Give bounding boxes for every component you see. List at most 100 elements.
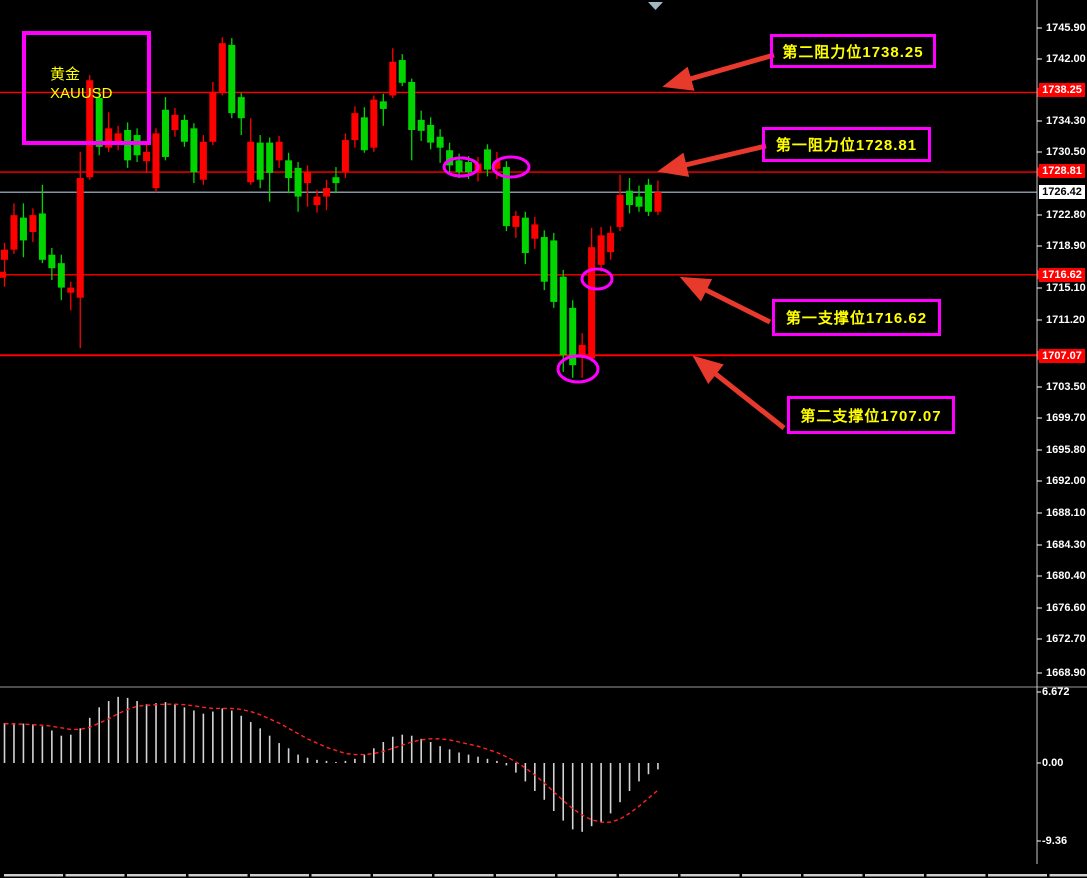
time-axis-segment[interactable] (188, 874, 248, 877)
candle-body (228, 44, 236, 114)
scroll-marker-icon[interactable] (648, 2, 663, 10)
candle-body (626, 190, 634, 206)
candle-body (114, 133, 122, 143)
price-axis-label: 1715.10 (1046, 282, 1086, 294)
highlight-ellipse[interactable] (580, 267, 614, 291)
annotation-resistance-1[interactable]: 第一阻力位1728.81 (762, 127, 931, 162)
candle-body (607, 232, 615, 253)
annotation-arrow-3[interactable] (692, 355, 786, 430)
time-axis-segment[interactable] (127, 874, 186, 877)
time-axis-segment[interactable] (680, 874, 740, 877)
candle-body (483, 149, 491, 170)
candle-body (285, 160, 293, 179)
time-axis-segment[interactable] (311, 874, 371, 877)
annotation-arrow-1[interactable] (657, 143, 767, 177)
candle-body (351, 113, 359, 141)
annotation-support-2[interactable]: 第二支撑位1707.07 (787, 396, 955, 434)
candle-body (502, 167, 510, 227)
time-axis-segment[interactable] (865, 874, 924, 877)
annotation-resistance-2[interactable]: 第二阻力位1738.25 (770, 34, 936, 68)
price-axis-label: 1680.40 (1046, 570, 1086, 582)
time-axis-segment[interactable] (926, 874, 986, 877)
candle-body (48, 254, 56, 269)
candle-body (294, 167, 302, 197)
candle-body (67, 287, 75, 293)
candle-body (408, 81, 416, 130)
annotation-arrow-2[interactable] (679, 276, 772, 325)
candle-body (209, 92, 217, 142)
candle-body (143, 151, 151, 162)
time-axis-segment[interactable] (65, 874, 125, 877)
candle-body (417, 119, 425, 131)
highlight-ellipse[interactable] (556, 354, 600, 384)
candle-body (597, 235, 605, 265)
candle-body (493, 161, 501, 169)
indicator-axis-label: -9.36 (1042, 835, 1068, 847)
time-axis-segment[interactable] (557, 874, 617, 877)
highlight-ellipse[interactable] (491, 155, 531, 179)
price-axis-label: 1684.30 (1046, 539, 1086, 551)
price-level-badge: 1716.62 (1039, 268, 1085, 282)
candle-body (512, 215, 520, 227)
candle-body (540, 237, 548, 282)
indicator-axis-label: 0.00 (1042, 757, 1064, 769)
annotation-arrow-0[interactable] (662, 52, 775, 91)
current-price-badge: 1726.42 (1039, 185, 1085, 199)
price-level-badge: 1707.07 (1039, 349, 1085, 363)
time-axis-segment[interactable] (250, 874, 309, 877)
price-axis-label: 1695.80 (1046, 444, 1086, 456)
time-axis-segment[interactable] (988, 874, 1047, 877)
price-axis-label: 1745.90 (1046, 22, 1086, 34)
candle-body (322, 188, 330, 197)
candle-body (152, 133, 160, 189)
price-axis-label: 1676.60 (1046, 602, 1086, 614)
annotation-support-1[interactable]: 第一支撑位1716.62 (772, 299, 941, 336)
symbol-title-box[interactable]: 黄金 XAUUSD (22, 31, 151, 145)
price-axis-label: 1688.10 (1046, 507, 1086, 519)
highlight-ellipse[interactable] (442, 156, 480, 178)
candle-body (161, 109, 169, 157)
candle-body (559, 276, 567, 356)
candle-body (644, 184, 652, 212)
candle-body (10, 215, 18, 250)
price-axis-label: 1672.70 (1046, 633, 1086, 645)
candle-body (218, 43, 226, 93)
level-handle-left[interactable] (0, 271, 6, 278)
candle-body (588, 247, 596, 359)
time-axis-segment[interactable] (373, 874, 432, 877)
time-axis-segment[interactable] (742, 874, 801, 877)
candle-body (427, 124, 435, 143)
candle-body (237, 97, 245, 119)
price-axis-label: 1703.50 (1046, 381, 1086, 393)
candle-body (124, 129, 132, 161)
symbol-title-cn: 黄金 (50, 66, 81, 83)
time-axis-segment[interactable] (1049, 874, 1087, 877)
candle-body (360, 117, 368, 151)
candle-body (313, 196, 321, 206)
candle-body (105, 128, 113, 148)
candle-body (304, 172, 312, 184)
price-axis-label: 1668.90 (1046, 667, 1086, 679)
candle-body (29, 215, 37, 232)
candle-body (57, 263, 65, 288)
candle-body (133, 135, 141, 156)
candle-body (86, 80, 94, 178)
candle-body (455, 160, 463, 173)
candle-body (550, 240, 558, 302)
indicator-axis-label: 6.672 (1042, 686, 1070, 698)
candle-body (370, 99, 378, 148)
candle-body (171, 114, 179, 130)
time-axis-segment[interactable] (4, 874, 63, 877)
time-axis-segment[interactable] (496, 874, 555, 877)
time-axis-segment[interactable] (619, 874, 678, 877)
symbol-title-ticker: XAUUSD (50, 85, 113, 102)
candle-body (256, 142, 264, 180)
time-axis-segment[interactable] (434, 874, 494, 877)
time-axis-segment[interactable] (803, 874, 863, 877)
price-level-badge: 1738.25 (1039, 83, 1085, 97)
candle-body (465, 162, 473, 173)
candle-body (389, 61, 397, 96)
price-axis-label: 1722.80 (1046, 209, 1086, 221)
